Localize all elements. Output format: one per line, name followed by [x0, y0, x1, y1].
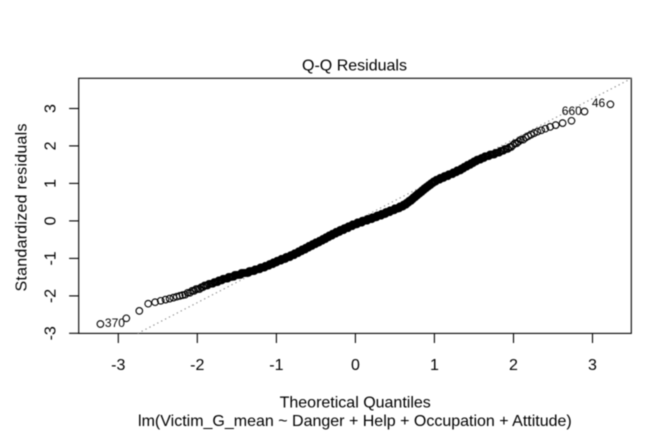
svg-text:2: 2 — [509, 357, 518, 374]
svg-text:Q-Q Residuals: Q-Q Residuals — [302, 58, 407, 75]
svg-text:3: 3 — [588, 357, 597, 374]
svg-text:lm(Victim_G_mean ~ Danger + He: lm(Victim_G_mean ~ Danger + Help + Occup… — [138, 413, 572, 430]
svg-text:660: 660 — [562, 104, 582, 118]
svg-text:3: 3 — [43, 104, 60, 113]
svg-text:1: 1 — [43, 179, 60, 188]
svg-text:Standardized residuals: Standardized residuals — [13, 124, 30, 292]
svg-text:0: 0 — [351, 357, 360, 374]
svg-text:-2: -2 — [190, 357, 204, 374]
svg-text:0: 0 — [43, 216, 60, 225]
svg-text:Theoretical Quantiles: Theoretical Quantiles — [280, 395, 431, 412]
svg-text:-1: -1 — [43, 251, 60, 265]
svg-text:46: 46 — [592, 96, 606, 110]
svg-text:-2: -2 — [43, 289, 60, 303]
svg-text:-3: -3 — [111, 357, 125, 374]
svg-text:-1: -1 — [269, 357, 283, 374]
svg-text:370: 370 — [105, 316, 125, 330]
svg-text:2: 2 — [43, 141, 60, 150]
svg-text:1: 1 — [430, 357, 439, 374]
svg-text:-3: -3 — [43, 326, 60, 340]
